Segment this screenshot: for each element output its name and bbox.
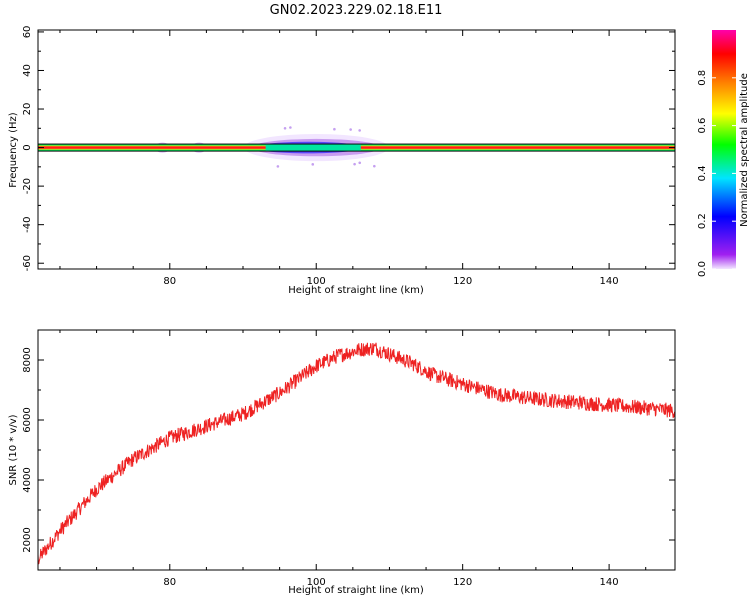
spectrogram-y-tick-label: 0 bbox=[22, 144, 33, 150]
spectrogram-y-tick-label: -20 bbox=[22, 178, 33, 194]
colorbar-tick-label: 0.6 bbox=[697, 118, 708, 134]
colorbar: 0.0 0.2 0.4 0.6 0.8 Normalized spectral ampl… bbox=[697, 30, 750, 277]
spectrogram-spread-core bbox=[265, 144, 361, 151]
snr-y-tick-label: 2000 bbox=[22, 527, 33, 552]
spectrogram-y-tick-label: 60 bbox=[22, 26, 33, 39]
spectrogram-x-tick-label: 120 bbox=[453, 276, 472, 287]
spectrogram-y-label: Frequency (Hz) bbox=[8, 112, 19, 188]
snr-y-tick-label: 8000 bbox=[22, 347, 33, 372]
snr-x-tick-label: 100 bbox=[307, 577, 326, 588]
spectrogram-speck bbox=[283, 126, 287, 130]
snr-content bbox=[38, 342, 675, 565]
spectrogram-x-tick-label: 80 bbox=[163, 276, 176, 287]
spectrogram-speck bbox=[358, 161, 362, 165]
colorbar-ticks: 0.0 0.2 0.4 0.6 0.8 bbox=[697, 70, 736, 277]
spectrogram-x-tick-label: 100 bbox=[307, 276, 326, 287]
spectrogram-speck bbox=[349, 128, 352, 131]
snr-x-tick-label: 80 bbox=[163, 577, 176, 588]
spectrogram-frame bbox=[37, 29, 676, 270]
spectrogram-ticks: 80 100 120 140 -60 -40 -20 0 20 40 60 bbox=[22, 26, 675, 287]
snr-frame bbox=[37, 329, 676, 571]
spectrogram-x-label: Height of straight line (km) bbox=[288, 285, 424, 296]
snr-panel: 80 100 120 140 2000 4000 6000 8000 Height of st… bbox=[8, 329, 676, 596]
spectrogram-speck bbox=[358, 129, 361, 132]
spectrogram-speck bbox=[333, 127, 336, 131]
colorbar-tick-label: 0.8 bbox=[697, 70, 708, 86]
colorbar-label: Normalized spectral amplitude bbox=[739, 73, 750, 227]
spectrogram-speck bbox=[353, 162, 356, 166]
spectrogram-speck bbox=[311, 163, 315, 166]
spectrogram-y-tick-label: -60 bbox=[22, 255, 33, 271]
spectrogram-panel: 80 100 120 140 -60 -40 -20 0 20 40 60 Height of st… bbox=[8, 26, 676, 296]
spectrogram-y-tick-label: 20 bbox=[22, 103, 33, 116]
colorbar-tick-label: 0.4 bbox=[697, 165, 708, 181]
snr-x-tick-label: 140 bbox=[600, 577, 619, 588]
snr-x-tick-label: 120 bbox=[453, 577, 472, 588]
snr-y-tick-label: 4000 bbox=[22, 467, 33, 492]
colorbar-gradient bbox=[712, 30, 736, 269]
snr-y-label: SNR (10 * v/v) bbox=[8, 414, 19, 485]
snr-series-line bbox=[38, 342, 675, 565]
figure-title: GN02.2023.229.02.18.E11 bbox=[270, 3, 443, 18]
spectrogram-x-tick-label: 140 bbox=[600, 276, 619, 287]
spectrogram-speck bbox=[373, 164, 376, 168]
snr-y-tick-label: 6000 bbox=[22, 407, 33, 432]
snr-x-label: Height of straight line (km) bbox=[288, 585, 424, 596]
spectrogram-y-tick-label: -40 bbox=[22, 216, 33, 232]
snr-ticks: 80 100 120 140 2000 4000 6000 8000 bbox=[22, 329, 675, 588]
spectrogram-speck bbox=[289, 126, 292, 129]
spectrogram-y-tick-label: 40 bbox=[22, 64, 33, 77]
colorbar-tick-label: 0.0 bbox=[697, 261, 708, 277]
spectrogram-content bbox=[38, 126, 675, 168]
colorbar-tick-label: 0.2 bbox=[697, 213, 708, 229]
spectrogram-speck bbox=[276, 165, 280, 168]
